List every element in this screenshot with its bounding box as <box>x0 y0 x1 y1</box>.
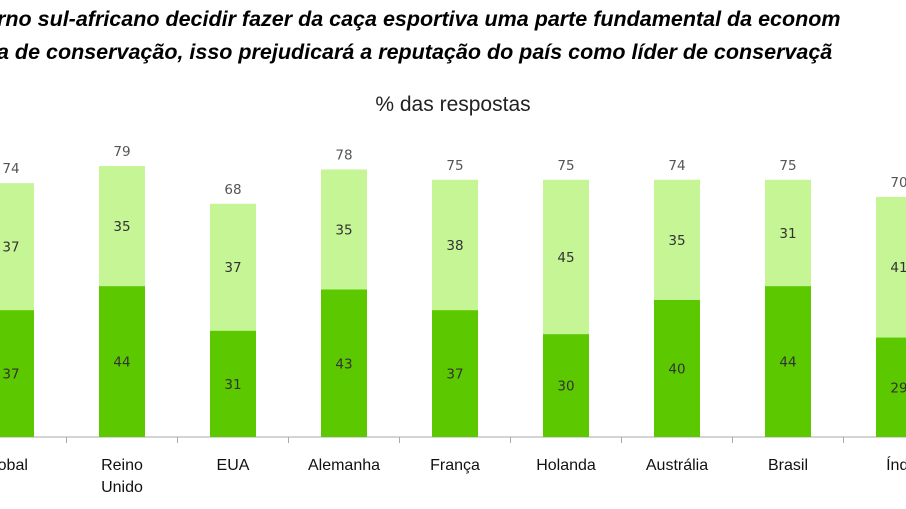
category-label: Índi <box>886 455 906 474</box>
bar-lower-value-label: 37 <box>2 367 19 383</box>
bar-upper-segment <box>432 179 478 311</box>
bar-lower-segment <box>210 330 256 437</box>
bar-lower-value-label: 44 <box>113 355 130 371</box>
bar-lower-segment <box>543 334 589 437</box>
bar-lower-segment <box>0 310 34 437</box>
bar-total-label: 74 <box>2 161 19 177</box>
bar-upper-value-label: 41 <box>890 260 906 276</box>
bar-upper-value-label: 31 <box>779 226 796 242</box>
bar-lower-value-label: 30 <box>557 379 574 395</box>
bar-lower-segment <box>99 286 145 437</box>
bar-upper-segment <box>99 166 145 287</box>
bar-upper-value-label: 37 <box>224 260 241 276</box>
headline-line-1: rno sul-africano decidir fazer da caça e… <box>0 7 841 31</box>
bar-upper-value-label: 35 <box>335 222 352 238</box>
bar-total-label: 75 <box>446 158 463 174</box>
bar-lower-value-label: 43 <box>335 356 352 372</box>
category-label: França <box>430 457 480 474</box>
bar-upper-segment <box>0 183 34 311</box>
category-label: Unido <box>101 479 143 496</box>
bar-total-label: 70 <box>890 175 906 191</box>
bar-total-label: 74 <box>668 158 685 174</box>
bar-upper-value-label: 38 <box>446 238 463 254</box>
headline-line-2: a de conservação, isso prejudicará a rep… <box>0 40 833 64</box>
bar-upper-value-label: 35 <box>668 233 685 249</box>
bar-upper-segment <box>321 169 367 290</box>
category-label: Austrália <box>646 457 708 474</box>
category-label: lobal <box>0 457 28 474</box>
bar-lower-value-label: 31 <box>224 377 241 393</box>
bar-upper-value-label: 37 <box>2 240 19 256</box>
bar-lower-segment <box>765 286 811 437</box>
bar-total-label: 75 <box>779 158 796 174</box>
bar-lower-value-label: 37 <box>446 367 463 383</box>
category-label: Reino <box>101 457 143 474</box>
bar-lower-segment <box>876 337 906 437</box>
category-label: Holanda <box>536 457 596 474</box>
bar-lower-segment <box>321 289 367 437</box>
bar-upper-segment <box>876 196 906 338</box>
bar-upper-segment <box>654 179 700 300</box>
category-label: Brasil <box>768 457 808 474</box>
bar-upper-segment <box>210 203 256 331</box>
bar-total-label: 78 <box>335 147 352 163</box>
category-label: Alemanha <box>308 457 380 474</box>
bar-total-label: 75 <box>557 158 574 174</box>
bar-lower-value-label: 40 <box>668 361 685 377</box>
bar-upper-segment <box>765 179 811 287</box>
bar-total-label: 68 <box>224 182 241 198</box>
bar-lower-value-label: 44 <box>779 355 796 371</box>
bar-lower-segment <box>654 299 700 437</box>
category-label: EUA <box>217 457 250 474</box>
chart-title: % das respostas <box>375 93 531 116</box>
bar-upper-value-label: 45 <box>557 250 574 266</box>
bar-upper-segment <box>543 179 589 335</box>
bar-total-label: 79 <box>113 144 130 160</box>
chart-headline: rno sul-africano decidir fazer da caça e… <box>0 0 906 80</box>
bar-lower-value-label: 29 <box>890 380 906 396</box>
bar-lower-segment <box>432 310 478 437</box>
bar-upper-value-label: 35 <box>113 219 130 235</box>
